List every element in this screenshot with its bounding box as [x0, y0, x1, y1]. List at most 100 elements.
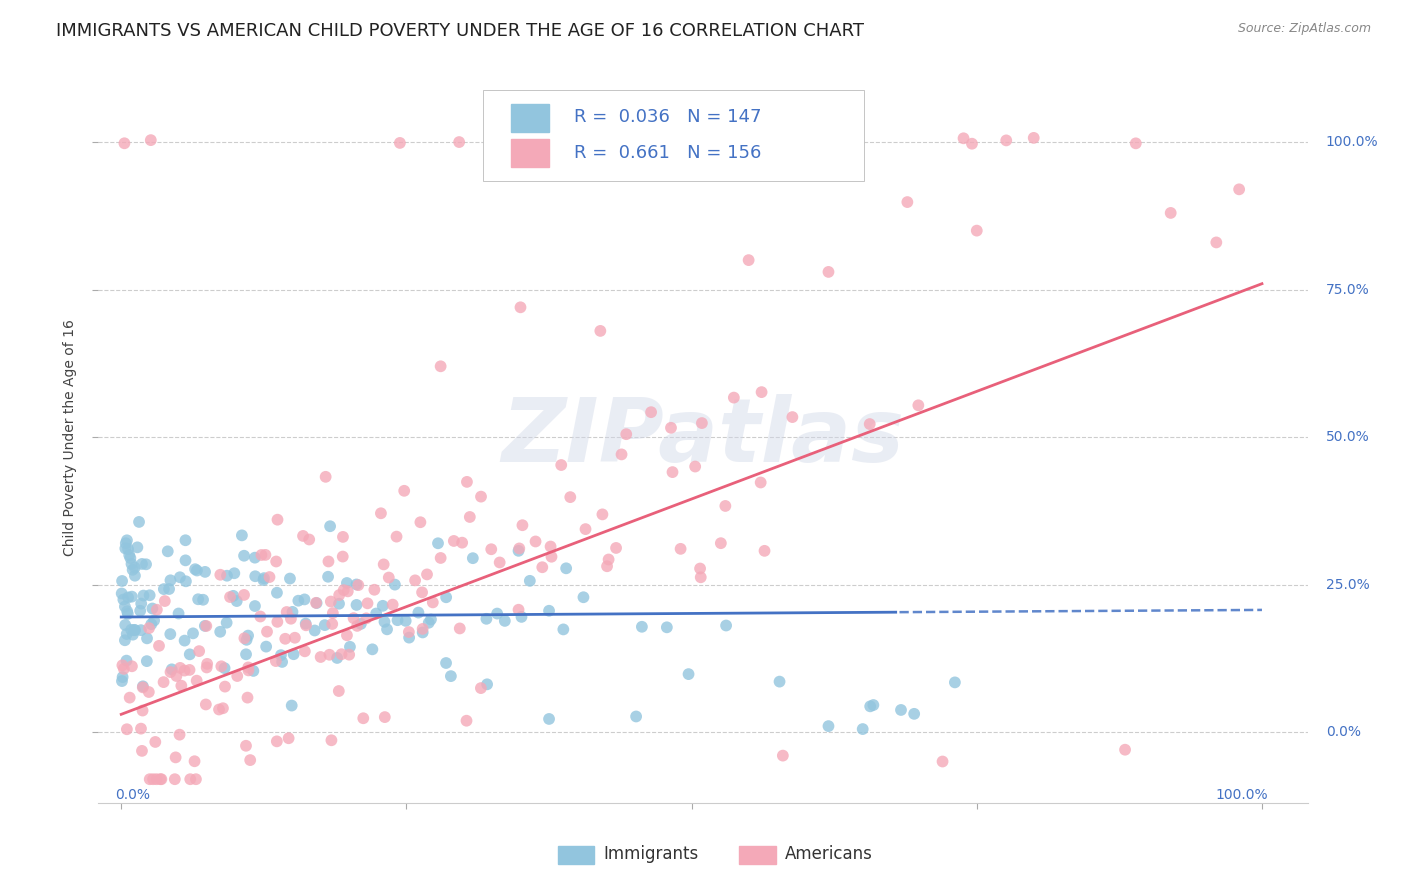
Point — [173, 664, 195, 678]
Point — [531, 560, 554, 574]
Text: 75.0%: 75.0% — [1326, 283, 1369, 297]
Point — [181, 626, 204, 640]
Point — [350, 616, 373, 631]
Point — [179, 648, 201, 662]
Point — [141, 601, 163, 615]
Point — [295, 618, 318, 632]
Point — [127, 541, 149, 555]
Point — [132, 681, 155, 695]
Point — [772, 748, 794, 763]
Point — [194, 565, 217, 579]
Point — [236, 629, 259, 643]
Point — [274, 632, 297, 646]
Point — [640, 405, 662, 419]
Point — [209, 567, 232, 582]
Point — [174, 574, 197, 589]
Text: 100.0%: 100.0% — [1326, 136, 1378, 149]
Point — [233, 549, 256, 563]
Point — [266, 734, 288, 748]
Point — [420, 612, 443, 626]
Point — [560, 490, 582, 504]
Point — [1227, 182, 1250, 196]
Point — [384, 577, 406, 591]
Point — [120, 623, 142, 637]
Point — [346, 619, 368, 633]
Point — [121, 659, 143, 673]
Point — [281, 605, 304, 619]
Point — [121, 557, 143, 571]
Point — [332, 583, 354, 598]
Point — [195, 660, 218, 674]
Point — [253, 571, 276, 585]
Point — [112, 592, 135, 607]
Point — [309, 650, 332, 665]
Point — [373, 615, 395, 629]
Point — [859, 699, 882, 714]
Point — [862, 698, 884, 712]
Point — [252, 573, 274, 587]
Point — [966, 224, 988, 238]
Point — [135, 558, 157, 572]
Point — [596, 559, 619, 574]
Point — [121, 563, 143, 577]
Text: ZIPatlas: ZIPatlas — [502, 393, 904, 481]
Point — [540, 549, 562, 564]
Point — [524, 534, 547, 549]
Point — [751, 385, 773, 400]
Point — [243, 599, 266, 613]
Point — [714, 499, 737, 513]
Point — [128, 515, 150, 529]
Point — [316, 570, 339, 584]
Point — [332, 530, 354, 544]
Point — [509, 301, 531, 315]
Point — [111, 586, 134, 600]
Point — [508, 603, 530, 617]
Point — [124, 560, 146, 574]
Point — [115, 723, 138, 737]
Point — [346, 577, 368, 591]
Point — [305, 596, 328, 610]
Point — [336, 576, 359, 591]
Point — [678, 667, 700, 681]
Point — [235, 648, 257, 662]
Point — [118, 690, 141, 705]
Point — [159, 665, 181, 679]
Point — [370, 506, 392, 520]
Point — [167, 607, 190, 621]
Point — [519, 574, 541, 588]
Point — [124, 568, 146, 582]
Point — [744, 139, 766, 153]
Point — [254, 548, 277, 562]
Point — [209, 659, 232, 673]
Text: 100.0%: 100.0% — [1215, 788, 1268, 802]
Point — [318, 648, 340, 662]
Point — [336, 628, 359, 642]
Text: 0.0%: 0.0% — [1326, 725, 1361, 739]
Text: 25.0%: 25.0% — [1326, 577, 1369, 591]
Point — [131, 557, 153, 571]
Point — [138, 772, 160, 787]
Point — [114, 633, 136, 648]
Point — [449, 622, 471, 636]
Point — [225, 594, 247, 608]
Point — [960, 136, 983, 151]
Point — [264, 654, 287, 668]
Point — [215, 615, 238, 630]
Point — [266, 513, 288, 527]
Text: Immigrants: Immigrants — [603, 845, 699, 863]
Point — [659, 421, 682, 435]
Point — [418, 615, 440, 630]
Point — [141, 617, 163, 632]
Point — [305, 596, 328, 610]
Text: Source: ZipAtlas.com: Source: ZipAtlas.com — [1237, 22, 1371, 36]
Point — [145, 772, 167, 787]
Point — [1114, 742, 1136, 756]
Point — [284, 631, 307, 645]
Point — [298, 533, 321, 547]
Point — [129, 722, 152, 736]
Point — [538, 604, 561, 618]
Point — [266, 615, 288, 629]
Point — [143, 735, 166, 749]
Point — [388, 136, 411, 150]
Point — [163, 772, 186, 787]
